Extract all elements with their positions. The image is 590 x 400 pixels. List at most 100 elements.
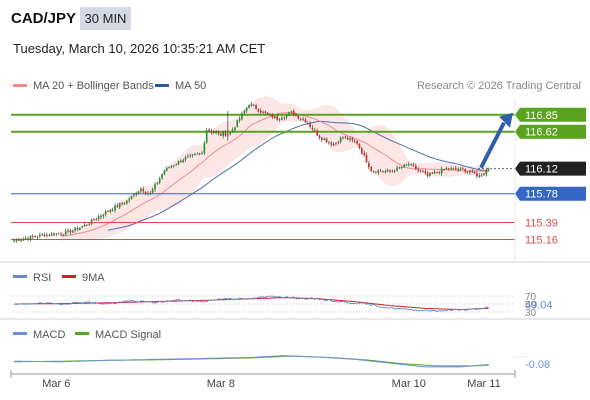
candle [130,195,133,200]
candle [22,237,25,241]
candle-body [198,153,201,155]
candle [111,207,114,212]
candle-body [332,143,335,145]
candle-body [208,129,210,131]
candle-body [457,168,459,170]
candle [215,129,217,135]
candle-body [34,236,36,238]
candle [69,229,72,235]
candle [480,173,483,177]
candle-body [142,188,145,192]
rsi-ma-swatch [62,275,76,278]
candle-body [100,215,102,218]
projection-arrow-shaft [479,121,506,169]
candle [196,152,199,155]
candle [198,152,201,156]
price-panel: 116.85 116.62 116.12 115.78 115.39 115.16 [0,96,590,320]
macd-signal-legend-label: MACD Signal [95,329,161,341]
candle [370,166,373,172]
candle [201,151,203,155]
projection-arrow-head [499,112,513,128]
candle-body [450,168,452,170]
level-label-115.16: 115.16 [525,235,558,247]
candle [147,190,149,196]
candle [156,181,159,185]
candle [161,173,163,180]
candle [351,136,354,143]
candle-body [335,142,337,144]
candle-body [69,230,72,233]
candle [292,109,295,117]
candle [316,128,318,136]
candle [102,213,105,219]
candle [191,153,194,158]
candle-body [41,234,44,236]
candle [250,101,253,108]
candle [459,166,462,171]
candle-body [236,120,239,127]
candle-body [466,171,469,173]
candle [478,173,481,179]
candle [125,199,128,205]
candle-body [346,137,349,140]
candle [450,166,452,171]
candle [417,167,420,173]
candle-body [485,170,488,175]
candle-body [252,104,255,106]
candle-body [274,116,276,118]
candle-body [410,163,412,165]
candle [433,169,436,175]
candle-body [398,167,401,169]
level-label-115.39: 115.39 [525,218,558,230]
candle-body [205,130,208,143]
candle-body [391,170,394,172]
candle-body [321,137,323,140]
candle [57,232,60,235]
timeframe-badge[interactable]: 30 MIN [80,7,131,30]
rsi-ma-legend-label: 9MA [82,272,105,284]
candle [412,162,415,167]
candle [194,152,196,156]
ma50-line [107,120,489,231]
candle-body [368,163,370,168]
candle-body [74,227,76,231]
x-tick-label: Mar 8 [207,378,235,390]
candle-body [156,182,159,184]
candle-body [67,230,69,232]
candle [462,166,464,170]
macd-signal-swatch [75,332,89,335]
level-label-115.78: 115.78 [515,186,586,201]
candle-body [351,138,354,141]
candle-body [189,155,192,157]
candle [165,166,168,172]
candle-body [210,130,213,133]
candle [349,136,351,143]
level-value: 116.62 [525,127,558,139]
candle [231,127,234,133]
candle-body [285,114,288,118]
candle-body [86,224,88,226]
candle [109,208,112,214]
candle-body [109,210,112,212]
candle-body [46,234,48,236]
candle-body [262,111,264,113]
candle-body [97,216,100,220]
candle [431,171,434,175]
candle [74,227,76,233]
candle [76,225,79,232]
candle-body [281,118,283,120]
candle-body [412,164,415,166]
candle [337,140,340,145]
candle-body [55,233,58,235]
candle [384,169,387,174]
macd-legend-label: MACD [33,329,65,341]
candle [163,169,166,176]
candle-body [13,240,15,242]
candle [234,126,236,132]
candle [71,229,74,234]
candle [67,228,69,234]
candle-body [426,173,429,176]
candle-body [222,132,224,137]
candle [149,191,152,196]
